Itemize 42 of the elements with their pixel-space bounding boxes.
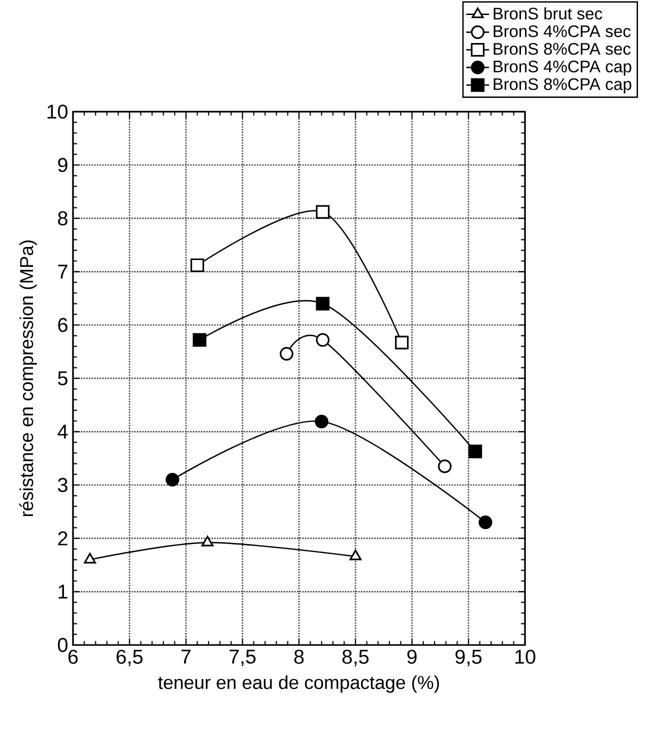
point <box>478 516 492 530</box>
x-tick-label: 9,5 <box>456 650 482 666</box>
x-tick-label: 9 <box>407 650 417 664</box>
y-tick-label: 2 <box>58 531 68 546</box>
point <box>314 414 328 428</box>
point <box>438 460 452 474</box>
x-tick-label: 8,5 <box>342 650 369 666</box>
point <box>190 258 204 272</box>
y-tick-label: 9 <box>58 158 68 172</box>
y-tick-label: 5 <box>58 371 68 386</box>
y-tick-label: 4 <box>58 424 68 439</box>
y-tick-label: 7 <box>58 264 68 279</box>
point <box>280 346 294 361</box>
legend-label: BronS 4%CPA sec <box>494 25 631 38</box>
point <box>468 444 482 458</box>
x-tick-label: 7 <box>181 650 191 664</box>
y-tick-label: 0 <box>58 638 68 652</box>
x-tick-label: 6,5 <box>116 650 143 666</box>
legend-label: BronS 8%CPA sec <box>494 42 631 55</box>
y-tick-label: 6 <box>58 318 68 332</box>
x-axis-title: teneur en eau de compactage (%) <box>158 675 439 693</box>
point <box>316 205 330 219</box>
y-axis-title: résistance en compression (MPa) <box>19 240 37 516</box>
x-tick-label: 8 <box>294 650 304 664</box>
point <box>84 552 96 564</box>
point <box>316 296 330 310</box>
y-tick-label: 1 <box>58 584 68 599</box>
point <box>192 333 206 347</box>
x-tick-label: 6 <box>68 650 78 664</box>
point <box>395 336 409 350</box>
legend-label: BronS 4%CPA cap <box>494 60 632 76</box>
x-tick-label: 10 <box>515 650 536 664</box>
y-tick-label: 3 <box>58 478 68 492</box>
point <box>350 550 362 560</box>
x-tick-label: 7,5 <box>230 650 256 666</box>
point <box>316 333 330 347</box>
legend-label: BronS 8%CPA cap <box>494 78 632 94</box>
y-tick-label: 8 <box>58 211 68 226</box>
legend-label: BronS brut sec <box>494 7 602 20</box>
y-tick-label: 10 <box>48 104 68 119</box>
point <box>166 472 180 486</box>
point <box>201 536 214 546</box>
